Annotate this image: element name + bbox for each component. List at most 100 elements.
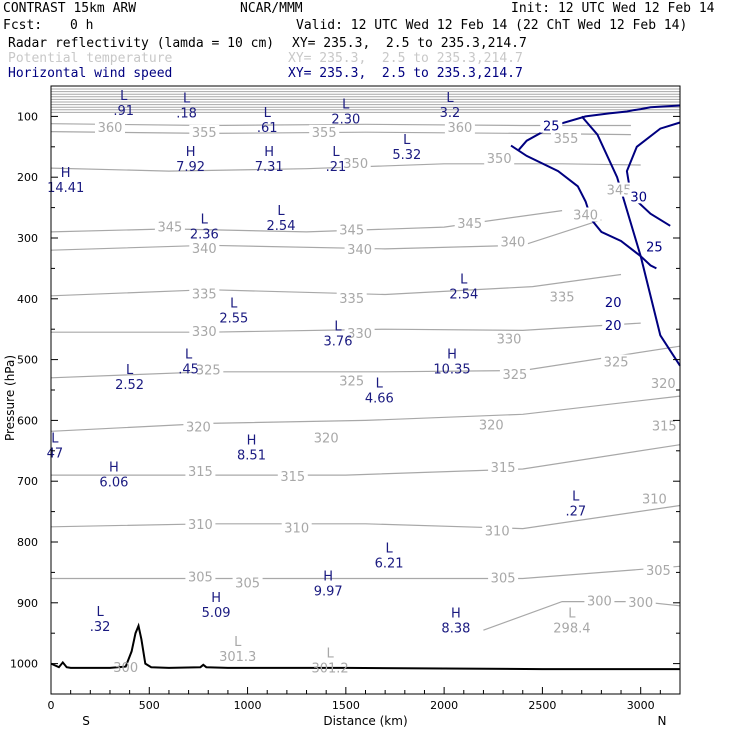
- theta-label-bg: [648, 375, 679, 390]
- theta-label-bg: [476, 417, 507, 432]
- wind-extremum-value: 4.66: [365, 392, 394, 407]
- theta-contour-label: 355: [554, 132, 579, 147]
- theta-contour-label: 305: [646, 564, 671, 579]
- field-wind-name: Horizontal wind speed: [8, 66, 173, 81]
- theta-contour-label: 310: [642, 492, 667, 507]
- wind-extremum-value: 2.55: [219, 311, 248, 326]
- theta-label-bg: [336, 222, 367, 237]
- theta-label-bg: [185, 517, 216, 531]
- wind-extremum-value: 2.54: [267, 219, 296, 234]
- theta-contour-305: [51, 565, 681, 580]
- wind-contour-label: 30: [630, 190, 647, 205]
- theta-contour-label: 305: [235, 576, 260, 591]
- y-tick-label: 100: [17, 110, 38, 123]
- theta-contour-340: [50, 219, 602, 251]
- wind-extremum-value: 5.32: [392, 148, 421, 163]
- wind-extremum-low-letter: L: [120, 89, 128, 104]
- forecast-label: Fcst:: [3, 18, 43, 33]
- wind-extremum-low-letter: L: [376, 377, 384, 392]
- theta-label-bg: [336, 290, 367, 305]
- wind-extremum-low-letter: L: [572, 490, 580, 505]
- theta-contour-330: [51, 322, 641, 333]
- wind-contour-label: 25: [646, 241, 663, 256]
- theta-contour-label: 330: [497, 333, 522, 348]
- theta-label-bg: [189, 324, 220, 339]
- wind-extremum-value: 6.21: [375, 556, 404, 571]
- field-wind-xy: XY= 235.3, 2.5 to 235.3,214.7: [288, 66, 523, 81]
- theta-label-bg: [311, 430, 342, 445]
- theta-contour-label: 320: [186, 421, 211, 436]
- center-name: NCAR/MMM: [240, 1, 303, 16]
- wind-extremum-value: 6.06: [99, 476, 128, 491]
- wind-extremum-low-letter: L: [277, 204, 285, 219]
- field-reflectivity-name: Radar reflectivity (lamda = 10 cm): [8, 36, 275, 51]
- x-tick-label: 1000: [234, 699, 262, 712]
- theta-contour-label: 360: [98, 121, 123, 136]
- wind-extremum-value: 8.38: [441, 621, 470, 636]
- theta-contour-320: [50, 395, 681, 432]
- theta-label-bg: [454, 216, 485, 230]
- theta-contour-label: 300: [113, 661, 138, 676]
- x-tick-label: 500: [139, 699, 160, 712]
- y-axis-title: Pressure (hPa): [3, 355, 17, 441]
- wind-extremum-value: 7.92: [176, 160, 205, 175]
- wind-extremum-value: .21: [326, 160, 347, 175]
- wind-extremum-value: 2.30: [331, 113, 360, 128]
- terrain: [50, 622, 680, 671]
- theta-label-bg: [488, 570, 519, 585]
- wind-extremum-value: 3.2: [440, 106, 461, 121]
- wind-extremum-low-letter: L: [201, 212, 209, 227]
- wind-label-bg: [643, 239, 666, 254]
- wind-extremum-low-letter: L: [185, 347, 193, 362]
- contour-labels: 360 360 355 355 355 350 350 345 345 345 345 340 340 3…: [95, 118, 680, 676]
- theta-contour-label: 355: [312, 126, 337, 141]
- theta-contour-label: 340: [500, 235, 525, 250]
- wind-contour-25: [518, 104, 681, 151]
- wind-extremum-value: .18: [176, 106, 197, 121]
- theta-label-bg: [277, 468, 308, 483]
- theta-contour-label: 320: [314, 432, 339, 447]
- theta-extremum-value: 298.4: [553, 621, 590, 636]
- x-axis-right-end: N: [658, 714, 667, 728]
- theta-contour-label: 335: [339, 292, 364, 307]
- terrain-line: [50, 622, 680, 671]
- theta-contour-label: 350: [487, 152, 512, 167]
- field-theta-xy: XY= 235.3, 2.5 to 235.3,214.7: [288, 51, 523, 66]
- wind-extremum-value: 2.54: [449, 288, 478, 303]
- theta-label-bg: [604, 182, 635, 197]
- wind-extremum-value: 47: [47, 446, 64, 461]
- axes: 0 500 1000 1500 2000 2500 3000 100 200 300 400 500 6…: [3, 110, 680, 728]
- wind-extremum-value: .45: [178, 362, 199, 377]
- x-tick-label: 2500: [528, 699, 556, 712]
- y-tick-label: 1000: [10, 658, 38, 671]
- wind-extremum-low-letter: L: [126, 363, 134, 378]
- wind-extremum-low-letter: L: [332, 145, 340, 160]
- wind-label-bg: [602, 295, 625, 310]
- y-tick-label: 300: [17, 232, 38, 245]
- theta-label-bg: [547, 289, 578, 304]
- wind-extremum-value: 14.41: [47, 181, 84, 196]
- wind-extremum-value: .61: [257, 121, 278, 136]
- theta-contour-350: [50, 163, 641, 172]
- wind-extremum-value: .91: [113, 104, 134, 119]
- theta-contour-label: 310: [485, 525, 510, 540]
- x-tick-label: 3000: [627, 699, 655, 712]
- y-tick-label: 600: [17, 414, 38, 427]
- theta-extremum-low-letter: L: [326, 647, 334, 662]
- theta-label-bg: [482, 523, 513, 538]
- theta-contour-label: 325: [339, 375, 364, 390]
- wind-extremum-value: 10.35: [433, 362, 470, 377]
- wind-extremum-high-letter: H: [264, 145, 274, 160]
- theta-contour-label: 330: [347, 327, 372, 342]
- x-tick-label: 1500: [332, 699, 360, 712]
- theta-label-bg: [499, 366, 530, 381]
- theta-label-bg: [444, 120, 475, 134]
- wind-label-bg: [602, 318, 625, 333]
- wind-extremum-value: 2.36: [190, 227, 219, 242]
- theta-label-bg: [185, 569, 216, 584]
- theta-label-bg: [488, 459, 519, 474]
- theta-contour-label: 340: [347, 243, 372, 258]
- theta-contour-label: 315: [280, 470, 305, 485]
- theta-contour-label: 310: [284, 522, 309, 537]
- wind-extremum-high-letter: H: [323, 569, 333, 584]
